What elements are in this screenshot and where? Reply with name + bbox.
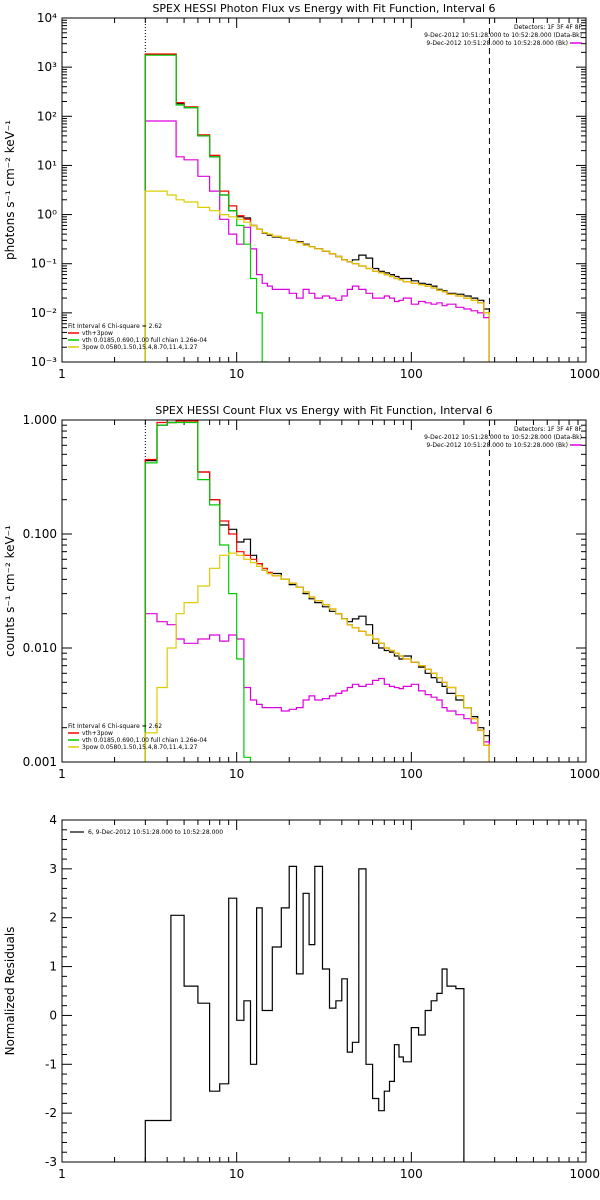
x-tick-label: 10 <box>229 767 244 781</box>
series-group <box>144 53 490 362</box>
legend-detectors: Detectors: 1F 3F 4F 8F <box>514 426 583 433</box>
x-tick-label: 1 <box>58 1167 66 1181</box>
y-axis-label: Normalized Residuals <box>3 927 17 1056</box>
legend-entry: vth 0.0185,0.690,1.00 full chian 1.26e-0… <box>82 337 207 344</box>
series-line-bk <box>144 120 490 362</box>
y-tick-label: 10⁻² <box>31 306 58 320</box>
legend-entry: 3pow 0.0580,1.50,15.4,8.70,11.4,1.27 <box>82 744 198 751</box>
legend-fit-interval: Fit Interval 6 Chi-square = 2.62 <box>68 323 162 330</box>
series-group <box>144 420 490 762</box>
legend-residuals: 6, 9-Dec-2012 10:51:28.000 to 10:52:28.0… <box>88 829 223 836</box>
legend-data-bk: 9-Dec-2012 10:51:28.000 to 10:52:28.000 … <box>424 434 582 441</box>
legend-entry: vth+3pow <box>82 330 113 337</box>
y-tick-label: 3 <box>49 862 57 876</box>
y-tick-label: 10⁻³ <box>31 355 58 369</box>
y-tick-label: 0.001 <box>23 755 57 769</box>
x-tick-label: 1000 <box>569 367 600 381</box>
y-tick-label: 4 <box>49 813 57 827</box>
residuals-panel: Normalized Residuals 1 10 100 1000 -3 -2 -1 0 1 2 3… <box>3 813 600 1181</box>
chart-title: SPEX HESSI Photon Flux vs Energy with Fi… <box>152 2 495 15</box>
x-tick-label: 10 <box>229 367 244 381</box>
series-line-3pow <box>144 190 490 362</box>
y-tick-label: 0.010 <box>23 641 57 655</box>
x-tick-label: 100 <box>400 367 423 381</box>
legend-bk: 9-Dec-2012 10:51:28.000 to 10:52:28.000 … <box>426 40 568 47</box>
y-tick-label: -1 <box>45 1057 57 1071</box>
legend-entry: vth 0.0185,0.690,1.00 full chian 1.26e-0… <box>82 737 207 744</box>
x-tick-label: 1000 <box>569 767 600 781</box>
y-axis-label: counts s⁻¹ cm⁻² keV⁻¹ <box>3 525 17 657</box>
y-tick-label: -2 <box>45 1106 57 1120</box>
series-line-vth-3pow <box>144 420 490 762</box>
legend-entry: 3pow 0.0580,1.50,15.4,8.70,11.4,1.27 <box>82 344 198 351</box>
series-line-bk <box>144 613 490 762</box>
series-line-data-bk <box>144 420 490 762</box>
series-line-vth-3pow <box>144 53 490 362</box>
y-tick-label: 1 <box>49 960 57 974</box>
series-group <box>144 865 465 1162</box>
y-tick-label: 10⁻¹ <box>31 257 58 271</box>
plot-frame <box>61 17 587 363</box>
legend-bk: 9-Dec-2012 10:51:28.000 to 10:52:28.000 … <box>426 442 568 449</box>
count-flux-panel: SPEX HESSI Count Flux vs Energy with Fit… <box>3 404 600 781</box>
y-tick-label: 0 <box>49 1008 57 1022</box>
legend-detectors: Detectors: 1F 3F 4F 8F <box>514 24 583 31</box>
y-tick-label: 0.100 <box>23 527 57 541</box>
photon-flux-panel: SPEX HESSI Photon Flux vs Energy with Fi… <box>3 2 600 381</box>
y-tick-label: 1.000 <box>23 413 57 427</box>
y-tick-label: 10² <box>37 109 57 123</box>
chart-title: SPEX HESSI Count Flux vs Energy with Fit… <box>155 404 492 417</box>
y-tick-label: 10³ <box>37 60 57 74</box>
y-axis-label: photons s⁻¹ cm⁻² keV⁻¹ <box>3 120 17 260</box>
series-line-3pow <box>144 552 490 762</box>
x-tick-label: 1000 <box>569 1167 600 1181</box>
series-line-residuals <box>144 865 465 1162</box>
plot-frame <box>61 819 587 1163</box>
x-tick-label: 100 <box>400 1167 423 1181</box>
legend-data-bk: 9-Dec-2012 10:51:28.000 to 10:52:28.000 … <box>424 32 582 39</box>
series-line-data-bk <box>144 54 490 362</box>
plot-frame <box>61 419 587 763</box>
x-tick-label: 1 <box>58 367 66 381</box>
legend-entry: vth+3pow <box>82 730 113 737</box>
series-line-vth <box>144 54 268 362</box>
y-tick-label: 10¹ <box>37 158 57 172</box>
legend-fit-interval: Fit Interval 6 Chi-square = 2.62 <box>68 723 162 730</box>
y-tick-label: -3 <box>45 1155 57 1169</box>
x-tick-label: 100 <box>400 767 423 781</box>
series-line-vth <box>144 421 252 762</box>
x-tick-label: 1 <box>58 767 66 781</box>
y-tick-label: 10⁰ <box>37 208 57 222</box>
y-tick-label: 2 <box>49 911 57 925</box>
y-tick-label: 10⁴ <box>37 11 57 25</box>
x-tick-label: 10 <box>229 1167 244 1181</box>
